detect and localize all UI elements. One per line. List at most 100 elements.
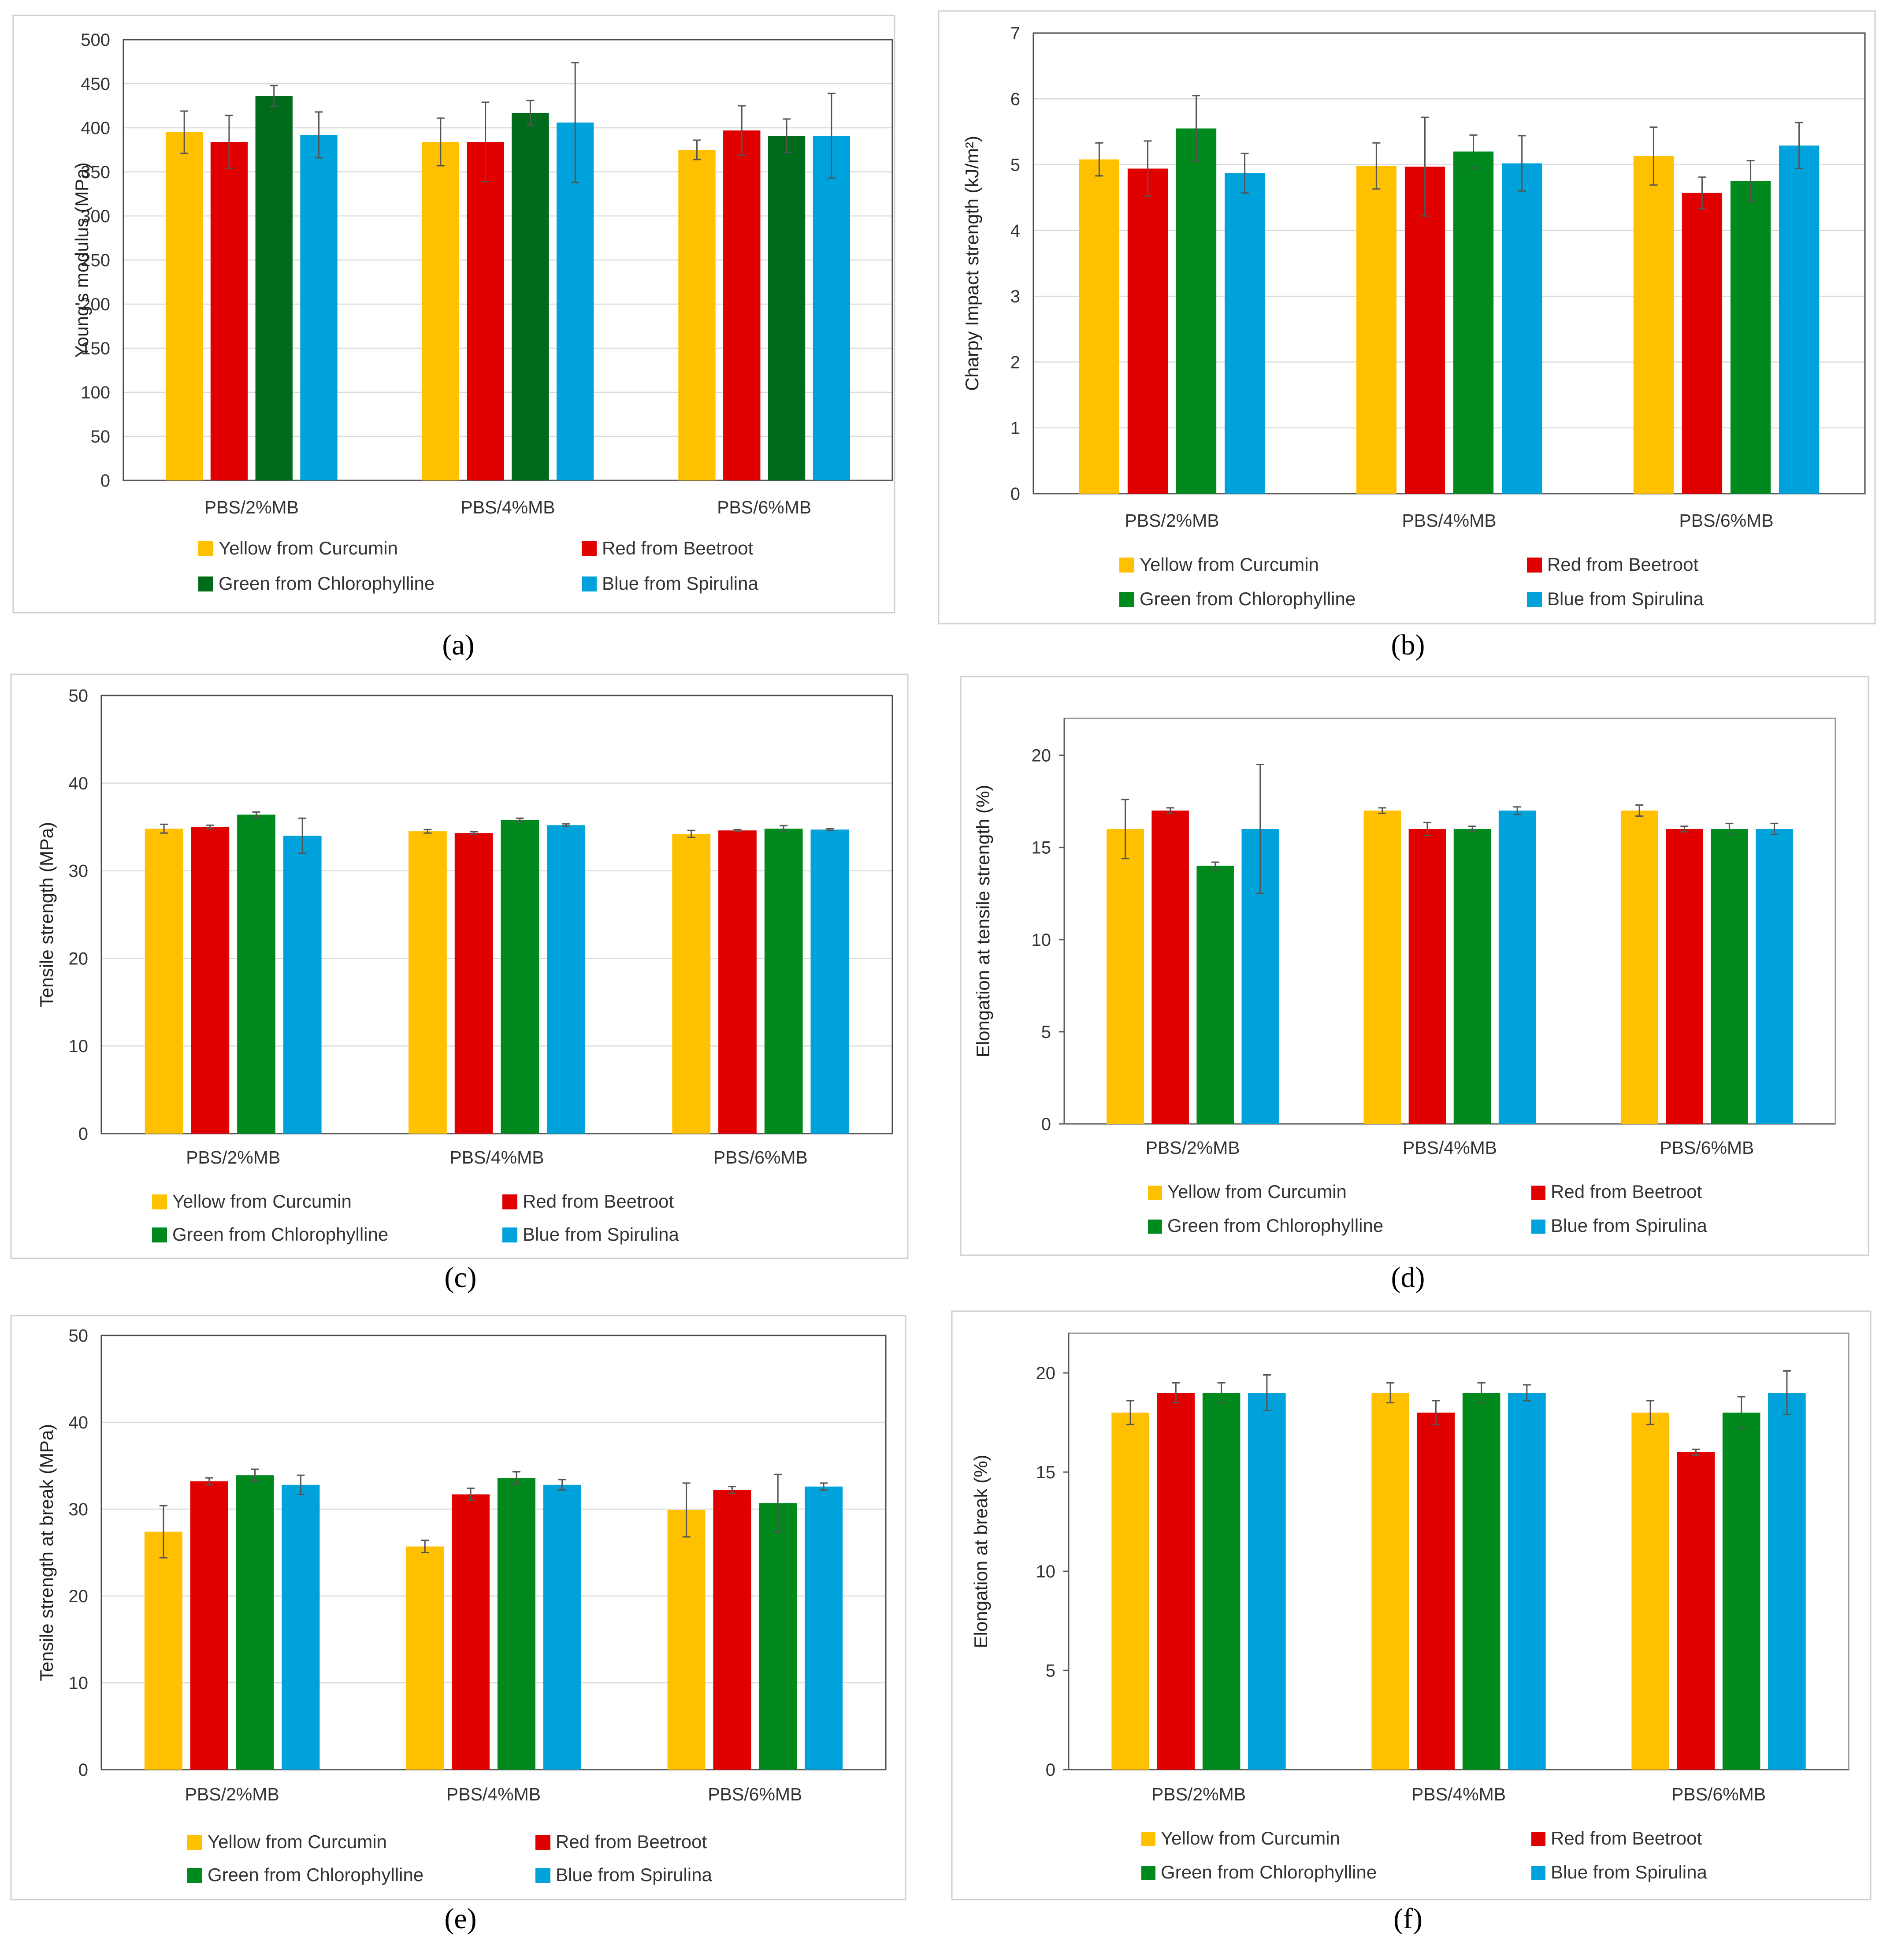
bar-f-1-3	[1202, 1393, 1240, 1770]
y-tick-label: 5	[1041, 1023, 1051, 1042]
y-tick-label: 250	[81, 251, 110, 270]
legend-label: Blue from Spirulina	[1547, 588, 1704, 609]
bar-d-3-2	[1666, 829, 1703, 1124]
bar-b-3-4	[1779, 145, 1820, 494]
legend-label: Green from Chlorophylline	[1140, 588, 1356, 609]
legend-swatch	[582, 541, 597, 556]
y-tick-label: 5	[1010, 156, 1020, 175]
bar-a-1-3	[255, 96, 293, 480]
gridlines	[1059, 755, 1064, 1125]
x-category-label: PBS/6%MB	[717, 497, 811, 517]
y-tick-label: 10	[69, 1674, 89, 1693]
subfigure-label: (e)	[444, 1903, 476, 1935]
bar-e-2-1	[406, 1546, 444, 1770]
y-tick-label: 0	[78, 1124, 88, 1144]
bar-b-3-3	[1730, 181, 1771, 494]
x-category-label: PBS/4%MB	[1402, 510, 1496, 531]
error-bars	[1121, 764, 1779, 894]
bar-e-3-4	[805, 1486, 843, 1770]
x-category-label: PBS/6%MB	[708, 1784, 802, 1804]
bar-e-2-4	[543, 1484, 581, 1770]
legend-label: Yellow from Curcumin	[1167, 1181, 1347, 1202]
legend-label: Red from Beetroot	[523, 1191, 674, 1212]
legend-swatch	[1531, 1220, 1545, 1234]
gridlines	[1033, 32, 1865, 428]
subfigure-label: (a)	[442, 629, 474, 661]
legend-swatch	[1531, 1832, 1545, 1846]
y-tick-label: 350	[81, 163, 110, 182]
x-category-label: PBS/4%MB	[449, 1147, 544, 1168]
bar-f-3-4	[1768, 1393, 1806, 1770]
y-tick-label: 2	[1010, 353, 1020, 372]
bar-c-1-2	[191, 827, 230, 1134]
y-axis-title: Tensile strength (MPa)	[36, 822, 57, 1007]
legend-label: Blue from Spirulina	[556, 1864, 712, 1885]
bar-c-2-2	[454, 833, 493, 1134]
y-tick-label: 15	[1036, 1463, 1056, 1482]
legend-label: Yellow from Curcumin	[219, 538, 398, 558]
bar-a-3-3	[768, 136, 806, 480]
bar-a-3-2	[723, 130, 761, 480]
y-tick-label: 40	[69, 774, 89, 793]
bars	[1107, 811, 1793, 1124]
bar-b-1-4	[1225, 173, 1265, 494]
bar-e-1-3	[236, 1475, 274, 1770]
legend-label: Green from Chlorophylline	[172, 1224, 388, 1245]
legend-swatch	[198, 576, 213, 591]
x-category-label: PBS/4%MB	[1411, 1784, 1506, 1804]
error-bars	[180, 62, 836, 183]
legend-label: Blue from Spirulina	[1551, 1215, 1707, 1236]
gridlines	[1063, 1372, 1069, 1770]
y-tick-label: 50	[91, 427, 111, 446]
bar-c-2-1	[409, 831, 447, 1134]
bar-b-3-2	[1682, 193, 1723, 494]
bar-f-1-4	[1248, 1393, 1286, 1770]
x-category-label: PBS/4%MB	[446, 1784, 541, 1804]
subfigure-label: (c)	[444, 1261, 476, 1294]
y-tick-label: 10	[69, 1037, 89, 1056]
legend-swatch	[582, 576, 597, 591]
bar-c-1-1	[145, 829, 183, 1134]
legend-label: Red from Beetroot	[556, 1831, 707, 1852]
bar-e-3-3	[759, 1503, 797, 1770]
chart-panel-f: 0 5 10 15 20 PBS/2%MB PBS/4%MB PBS/6%MB Elongati…	[951, 1310, 1872, 1900]
bar-c-2-3	[501, 820, 539, 1134]
x-category-label: PBS/2%MB	[204, 497, 299, 517]
error-bars	[160, 811, 834, 854]
bar-f-2-3	[1462, 1393, 1500, 1770]
bar-f-3-3	[1722, 1413, 1760, 1770]
y-tick-label: 20	[69, 949, 89, 968]
legend-swatch	[1531, 1866, 1545, 1880]
chart-panel-c: 0 10 20 30 40 50 PBS/2%MB PBS/4%MB PBS/6%MB Tensi…	[10, 673, 909, 1259]
bar-f-2-4	[1508, 1393, 1546, 1770]
bar-f-1-2	[1157, 1393, 1195, 1770]
panel-frame	[951, 1310, 1872, 1900]
bar-d-3-3	[1711, 829, 1748, 1124]
y-tick-label: 50	[69, 686, 89, 706]
legend-label: Green from Chlorophylline	[1161, 1862, 1377, 1882]
legend: Yellow from Curcumin Red from Beetroot Gre…	[152, 1191, 679, 1245]
chart-panel-a: 0 50 100 150 200 250 300 350 400 450 500 PBS/2%MB PB…	[12, 15, 895, 614]
y-axis-title: Charpy Impact strength (kJ/m²)	[962, 136, 982, 391]
x-category-label: PBS/2%MB	[1125, 510, 1219, 531]
x-category-label: PBS/6%MB	[1671, 1784, 1766, 1804]
bars	[144, 1475, 843, 1770]
x-category-label: PBS/2%MB	[1146, 1138, 1240, 1158]
legend-label: Green from Chlorophylline	[219, 573, 435, 594]
bar-a-2-3	[512, 113, 549, 480]
bar-b-2-4	[1502, 163, 1542, 494]
y-tick-label: 150	[81, 339, 110, 358]
bar-c-1-4	[283, 836, 322, 1134]
bar-d-1-3	[1196, 866, 1234, 1124]
bar-f-3-2	[1677, 1452, 1715, 1770]
y-tick-label: 450	[81, 74, 110, 94]
legend-label: Red from Beetroot	[1551, 1181, 1702, 1202]
bar-a-1-2	[210, 142, 248, 480]
x-category-label: PBS/2%MB	[1151, 1784, 1246, 1804]
bar-e-1-4	[282, 1484, 320, 1770]
legend-swatch	[502, 1227, 517, 1242]
y-tick-label: 0	[100, 471, 110, 491]
bar-d-1-1	[1107, 829, 1144, 1124]
bars	[1079, 128, 1820, 494]
bar-c-3-1	[672, 834, 711, 1134]
